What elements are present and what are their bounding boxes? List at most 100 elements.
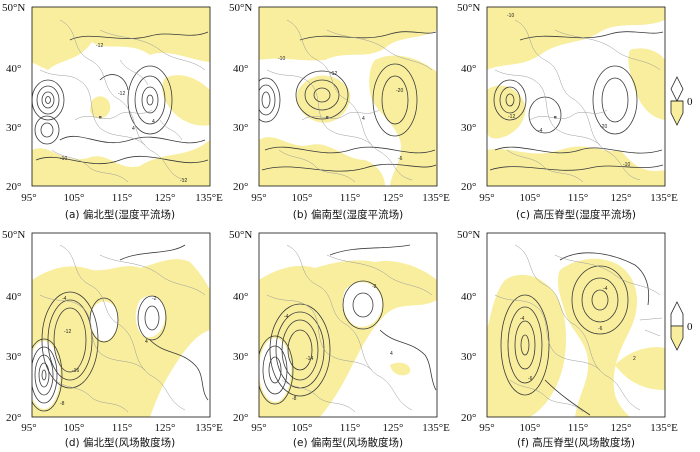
map-panel-e: -2 -4 -14 -8 4 50°N 40° 30° 20° 95° 105°… <box>229 229 450 449</box>
lat-label: 30° <box>233 351 248 363</box>
lat-label: 40° <box>6 291 21 303</box>
lon-label: 125° <box>383 422 404 434</box>
contour-label: 4 <box>390 351 393 357</box>
colorbar-label: 0 <box>687 321 693 333</box>
contours <box>32 31 209 165</box>
lat-label: 50°N <box>2 2 25 14</box>
lat-label: 40° <box>461 63 476 75</box>
lon-label: 105° <box>64 192 85 204</box>
lon-label: 125° <box>611 192 632 204</box>
positive-region <box>390 362 411 376</box>
lat-label: 50°N <box>457 2 480 14</box>
lon-label: 125° <box>611 422 632 434</box>
map-panel-d: -4 -12 -2 -16 -8 4 50°N 40° 30° 20° 95° … <box>2 229 223 449</box>
contour-labels: -10 -12 -4 -20 -10 <box>507 13 630 168</box>
province-borders <box>266 244 433 413</box>
province-borders <box>266 19 433 183</box>
contours <box>259 244 437 405</box>
lat-label: 20° <box>461 412 476 424</box>
lon-labels: 95° 105° 115° 125° 135°E <box>251 192 450 204</box>
contour-label: -4 <box>284 314 289 320</box>
contours <box>489 31 664 171</box>
map-panel-c: -10 -12 -4 -20 -10 50°N 40° 30° 20° 95° … <box>457 2 678 221</box>
panel-caption: (f) 高压脊型(风场散度场) <box>517 436 635 449</box>
contour-label: -2 <box>152 296 157 302</box>
positive-region <box>32 140 210 186</box>
province-borders <box>39 19 206 183</box>
lon-label: 135°E <box>650 192 678 204</box>
panel-caption: (c) 高压脊型(湿度平流场) <box>516 208 636 221</box>
colorbar-bottom: 0 <box>670 301 693 351</box>
contours <box>259 31 437 172</box>
contour-label: -12 <box>118 91 125 97</box>
lon-label: 105° <box>520 192 541 204</box>
lon-label: 125° <box>155 192 176 204</box>
contour-labels: -10 -12 4 -20 -6 <box>278 56 403 162</box>
panel-caption: (d) 偏北型(风场散度场) <box>65 436 175 449</box>
lon-label: 95° <box>479 192 494 204</box>
lat-label: 30° <box>6 351 21 363</box>
lon-labels: 95° 105° 115° 125° 135°E <box>251 422 450 434</box>
province-borders <box>494 244 663 413</box>
lon-label: 95° <box>251 422 266 434</box>
contour-label: -6 <box>528 376 533 382</box>
contour-label: 4 <box>362 116 365 122</box>
province-borders <box>39 244 206 413</box>
lat-label: 40° <box>233 63 248 75</box>
positive-region <box>487 7 665 70</box>
positive-region <box>259 137 385 186</box>
lat-label: 50°N <box>2 229 25 241</box>
lat-labels: 50°N 40° 30° 20° <box>457 229 480 424</box>
lon-label: 125° <box>155 422 176 434</box>
lat-label: 50°N <box>229 229 252 241</box>
lat-labels: 50°N 40° 30° 20° <box>229 2 252 193</box>
lon-label: 125° <box>383 192 404 204</box>
contour-label: -14 <box>306 356 313 362</box>
contour-label: -10 <box>623 162 630 168</box>
lon-labels: 95° 105° 115° 125° 135°E <box>479 422 678 434</box>
contour-label: -6 <box>398 156 403 162</box>
panel-caption: (a) 偏北型(湿度平流场) <box>65 208 175 221</box>
contour-label: -12 <box>96 43 103 49</box>
contour-label: 4 <box>132 126 135 132</box>
lon-label: 135°E <box>422 192 450 204</box>
lon-label: 115° <box>340 422 361 434</box>
lat-label: 20° <box>6 412 21 424</box>
positive-region <box>628 48 665 120</box>
positive-region <box>90 96 111 119</box>
positive-region <box>32 259 210 417</box>
lat-label: 30° <box>233 122 248 134</box>
map-panel-f: -4 -4 2 -6 -6 50°N 40° 30° 20° 95° 105° … <box>457 229 678 449</box>
lon-label: 95° <box>479 422 494 434</box>
contour-labels: -4 -12 -2 -16 -8 4 <box>60 296 157 407</box>
lat-label: 40° <box>233 291 248 303</box>
contour-label: -4 <box>520 316 525 322</box>
positive-region <box>135 295 165 338</box>
lat-label: 40° <box>461 291 476 303</box>
lon-labels: 95° 105° 115° 125° 135°E <box>479 192 678 204</box>
lat-label: 30° <box>6 122 21 134</box>
lon-label: 115° <box>112 422 133 434</box>
contour-label: -10 <box>278 56 285 62</box>
lat-label: 30° <box>461 351 476 363</box>
lat-labels: 50°N 40° 30° 20° <box>457 2 480 193</box>
positive-region <box>557 258 637 417</box>
contour-label: -20 <box>396 88 403 94</box>
positive-region <box>259 7 437 61</box>
positive-region <box>615 347 665 390</box>
province-borders <box>494 19 661 183</box>
contour-label: -12 <box>508 114 515 120</box>
contour-label: -6 <box>598 326 603 332</box>
contour-label: -12 <box>180 178 187 184</box>
lon-label: 135°E <box>422 422 450 434</box>
positive-region <box>259 260 437 417</box>
contour-label: 4 <box>145 339 148 345</box>
map-panel-a: -12 -12 4 4 -10 -12 50°N 40° 30° 20° 95°… <box>2 2 223 221</box>
positive-region <box>369 55 437 186</box>
positive-region <box>487 146 665 186</box>
lon-label: 115° <box>112 192 133 204</box>
lat-label: 50°N <box>229 2 252 14</box>
lon-label: 105° <box>292 192 313 204</box>
contour-labels: -4 -4 2 -6 -6 <box>520 286 636 382</box>
